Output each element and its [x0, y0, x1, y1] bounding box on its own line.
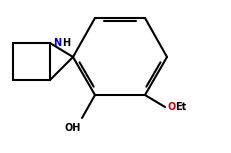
Text: Et: Et	[175, 102, 186, 112]
Text: N: N	[53, 38, 61, 48]
Text: O: O	[167, 102, 175, 112]
Text: H: H	[62, 38, 70, 48]
Text: OH: OH	[65, 123, 81, 133]
